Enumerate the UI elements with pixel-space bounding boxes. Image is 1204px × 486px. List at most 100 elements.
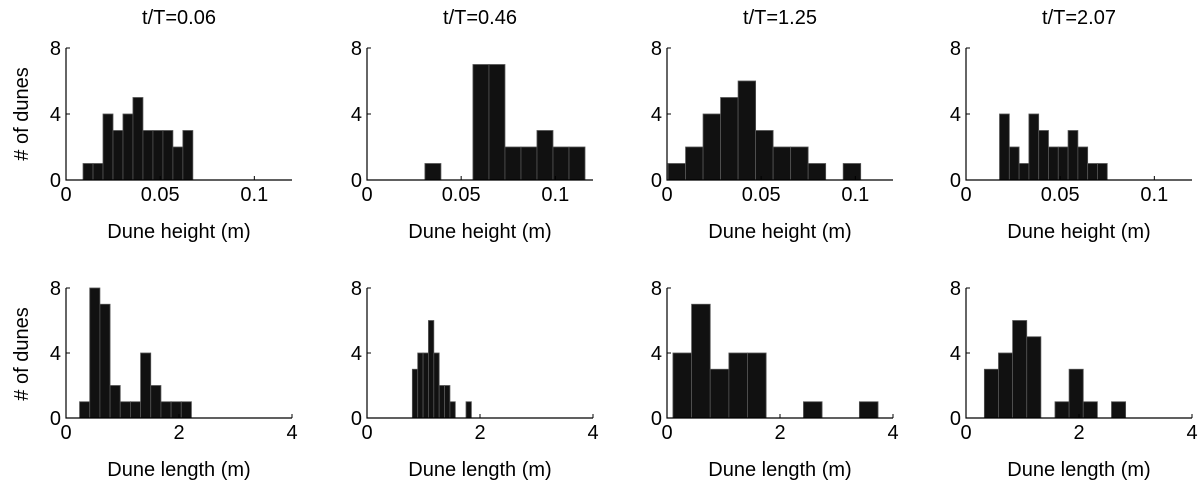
y-tick-label: 0 <box>351 170 362 192</box>
histogram-bar <box>444 385 451 419</box>
histogram-bar <box>1067 130 1079 181</box>
x-axis-label: Dune height (m) <box>1007 221 1150 243</box>
y-tick-label: 8 <box>351 278 362 300</box>
histogram-bar <box>998 352 1014 419</box>
histogram-bar <box>1111 401 1127 419</box>
histogram-bar <box>691 303 711 419</box>
histogram-bar <box>1082 401 1098 419</box>
histogram-bar <box>504 146 522 181</box>
histogram-bar <box>755 130 774 181</box>
histogram-bar <box>702 113 721 181</box>
x-tick-label: 2 <box>173 422 184 444</box>
histogram-bar <box>488 64 506 181</box>
y-tick-label: 4 <box>651 343 662 365</box>
histogram-bar <box>1026 336 1042 419</box>
x-tick-label: 0.05 <box>442 184 481 206</box>
histogram-bar <box>422 352 429 419</box>
panel-title: t/T=0.46 <box>443 7 517 29</box>
histogram-bar <box>465 401 472 419</box>
row-2-ylabel: # of dunes <box>11 307 33 400</box>
histogram-bar <box>520 146 538 181</box>
y-tick-label: 4 <box>950 343 961 365</box>
histogram-panel-3: 0 0.05 0.1 0 4 8 t/T=1.25 Dune height (m) <box>651 7 893 243</box>
histogram-bar <box>772 146 792 181</box>
histogram-bar <box>119 401 131 419</box>
x-tick-label: 0.1 <box>240 184 268 206</box>
histogram-bar <box>858 401 879 419</box>
histogram-bar <box>999 113 1010 181</box>
x-tick-label: 2 <box>774 422 785 444</box>
histogram-bar <box>92 163 104 181</box>
y-tick-label: 4 <box>50 104 61 126</box>
y-tick-label: 8 <box>950 278 961 300</box>
histogram-bar <box>152 130 164 181</box>
histogram-bar <box>1054 401 1070 419</box>
histogram-bar <box>417 352 424 419</box>
x-tick-label: 0.1 <box>841 184 869 206</box>
histogram-bar <box>102 113 114 181</box>
histogram-bar <box>411 368 419 419</box>
histogram-bar <box>1038 130 1049 181</box>
histogram-bar <box>89 287 101 419</box>
histogram-bar <box>109 385 121 419</box>
x-axis-label: Dune height (m) <box>107 221 250 243</box>
histogram-bar <box>1028 113 1040 181</box>
x-tick-label: 0.05 <box>742 184 781 206</box>
y-tick-label: 0 <box>950 170 961 192</box>
histogram-panel-6: 0 2 4 0 4 8 Dune length (m) <box>351 278 599 481</box>
histogram-bar <box>1012 320 1028 419</box>
histogram-bar <box>82 163 94 181</box>
histogram-bar <box>122 113 134 181</box>
x-axis-label: Dune length (m) <box>708 459 851 481</box>
x-tick-label: 0.1 <box>1140 184 1168 206</box>
x-tick-label: 4 <box>587 422 598 444</box>
x-tick-label: 0 <box>661 184 672 206</box>
histogram-bar <box>1048 146 1059 181</box>
histogram-panel-1: 0 0.05 0.1 0 4 8 t/T=0.06 Dune height (m) <box>50 7 292 243</box>
x-axis-label: Dune length (m) <box>107 459 250 481</box>
y-tick-label: 4 <box>651 104 662 126</box>
histogram-bar <box>1087 163 1098 181</box>
x-tick-label: 4 <box>1186 422 1197 444</box>
y-tick-label: 0 <box>651 408 662 430</box>
panel-title: t/T=2.07 <box>1042 7 1116 29</box>
histogram-bar <box>428 320 435 419</box>
histogram-bar <box>737 80 757 181</box>
histogram-bar <box>1057 146 1069 181</box>
x-tick-label: 0.1 <box>541 184 569 206</box>
panel-title: t/T=0.06 <box>142 7 216 29</box>
histogram-bar <box>424 163 442 181</box>
histogram-bar <box>79 401 91 419</box>
x-tick-label: 0 <box>60 184 71 206</box>
histogram-bar <box>790 146 809 181</box>
x-tick-label: 2 <box>474 422 485 444</box>
x-tick-label: 0.05 <box>141 184 180 206</box>
histogram-bar <box>150 385 162 419</box>
histogram-bar <box>728 352 748 419</box>
y-tick-label: 0 <box>50 408 61 430</box>
histogram-bar <box>140 352 152 419</box>
histogram-bar <box>747 352 767 419</box>
x-tick-label: 0 <box>960 184 971 206</box>
histogram-bar <box>449 401 456 419</box>
histogram-bar <box>568 146 586 181</box>
x-axis-label: Dune height (m) <box>408 221 551 243</box>
histogram-panel-4: 0 0.05 0.1 0 4 8 t/T=2.07 Dune height (m) <box>950 7 1192 243</box>
histogram-bar <box>1097 163 1108 181</box>
histogram-bar <box>112 130 124 181</box>
y-tick-label: 0 <box>651 170 662 192</box>
histogram-bar <box>803 401 823 419</box>
histogram-panel-5: 0 2 4 0 4 8 Dune length (m) <box>50 278 298 481</box>
y-tick-label: 4 <box>351 104 362 126</box>
x-tick-label: 4 <box>286 422 297 444</box>
histogram-bar <box>842 163 862 181</box>
x-tick-label: 0 <box>960 422 971 444</box>
histogram-bar <box>667 163 686 181</box>
histogram-bar <box>132 97 144 181</box>
y-tick-label: 4 <box>50 343 61 365</box>
y-tick-label: 4 <box>351 343 362 365</box>
y-tick-label: 8 <box>651 278 662 300</box>
histogram-bar <box>99 303 111 419</box>
panel-title: t/T=1.25 <box>743 7 817 29</box>
